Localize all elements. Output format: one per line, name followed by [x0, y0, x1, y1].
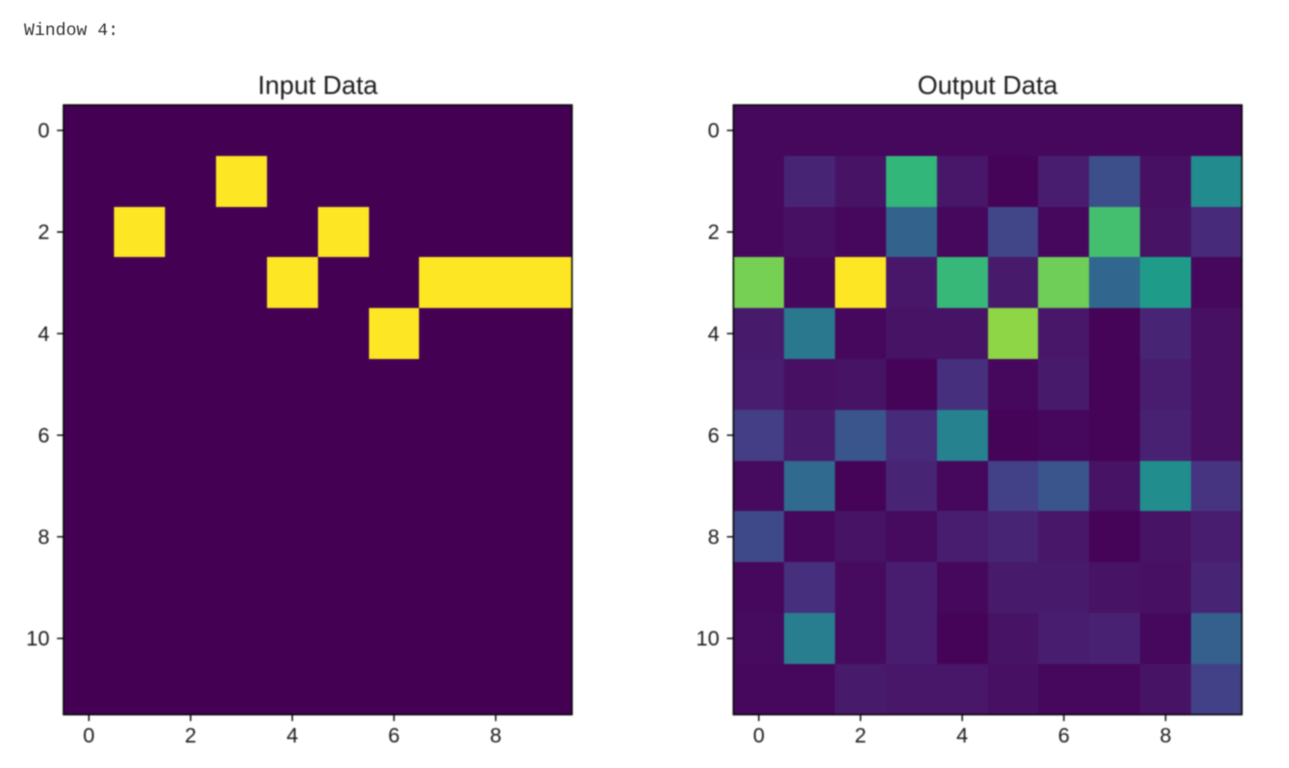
svg-text:8: 8 — [38, 526, 50, 549]
svg-text:2: 2 — [38, 221, 50, 244]
svg-text:0: 0 — [753, 725, 765, 748]
svg-text:8: 8 — [708, 526, 720, 549]
svg-text:0: 0 — [708, 120, 720, 143]
svg-text:4: 4 — [956, 725, 968, 748]
svg-text:6: 6 — [1058, 725, 1070, 748]
svg-text:10: 10 — [696, 628, 719, 651]
svg-text:0: 0 — [83, 725, 95, 748]
svg-text:Input Data: Input Data — [258, 70, 379, 100]
svg-text:2: 2 — [185, 725, 197, 748]
svg-text:2: 2 — [708, 221, 720, 244]
svg-text:8: 8 — [1160, 725, 1172, 748]
svg-text:2: 2 — [855, 725, 867, 748]
svg-text:6: 6 — [38, 424, 50, 447]
svg-text:6: 6 — [388, 725, 400, 748]
svg-text:10: 10 — [26, 628, 49, 651]
svg-text:0: 0 — [38, 120, 50, 143]
svg-text:6: 6 — [708, 424, 720, 447]
svg-text:4: 4 — [38, 323, 50, 346]
svg-text:Output Data: Output Data — [917, 70, 1058, 100]
svg-text:8: 8 — [490, 725, 502, 748]
svg-text:4: 4 — [708, 323, 720, 346]
svg-text:4: 4 — [286, 725, 298, 748]
